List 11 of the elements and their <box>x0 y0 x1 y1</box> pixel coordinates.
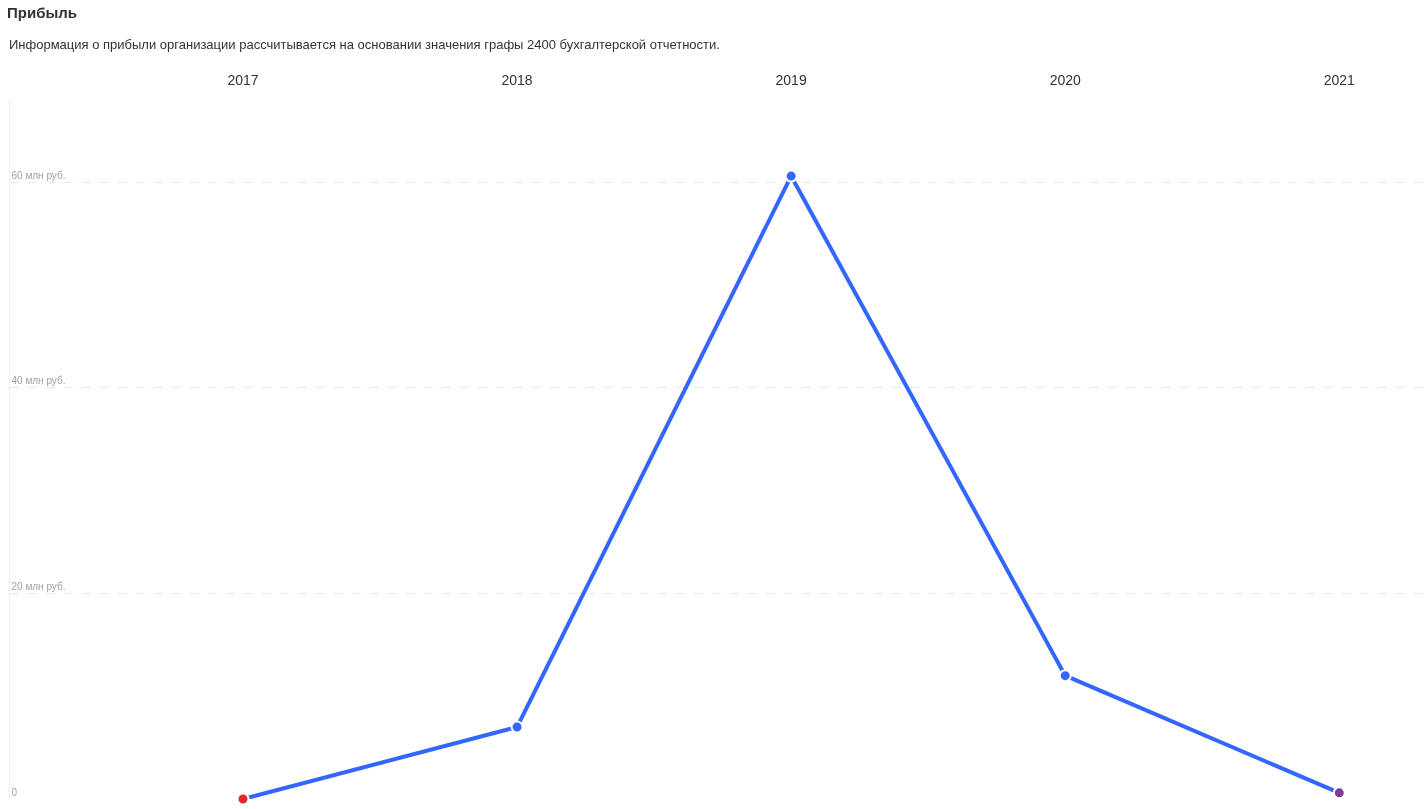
x-tick-label: 2018 <box>501 72 533 89</box>
x-tick-label: 2021 <box>1323 72 1356 89</box>
chart-subtitle: Информация о прибыли организации рассчитывается на основании значения графы 2400 бухгалтерской отчетности. <box>9 37 720 52</box>
y-tick-label: 60 млн руб. <box>11 169 66 181</box>
x-tick-label: 2019 <box>775 72 807 89</box>
y-tick-label: 40 млн руб. <box>11 375 66 387</box>
y-tick-label: 20 млн руб. <box>11 580 66 592</box>
chart-title: Прибыль <box>7 4 77 22</box>
y-tick-label: 0 <box>11 786 18 798</box>
x-tick-label: 2020 <box>1049 72 1081 89</box>
x-tick-label: 2017 <box>227 72 259 89</box>
